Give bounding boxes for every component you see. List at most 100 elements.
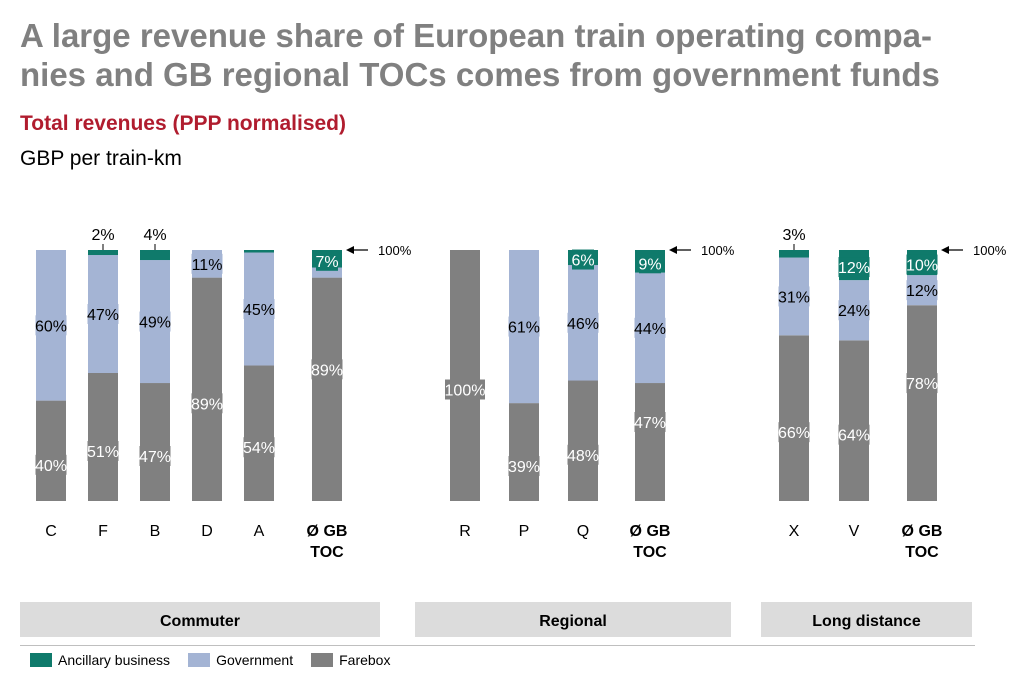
bar-1-1-farebox xyxy=(509,403,539,501)
bar-1-3-ancillary-label-bg xyxy=(639,253,661,274)
bar-0-2-government-label: 49% xyxy=(139,315,171,332)
legend-item-farebox: Farebox xyxy=(311,652,390,668)
bar-1-1-category: P xyxy=(519,523,530,540)
group-panel-1 xyxy=(415,602,731,637)
bar-1-3-government-label: 44% xyxy=(634,321,666,338)
bar-1-3-government-label-bg xyxy=(634,317,666,338)
bar-1-2-farebox-label-bg xyxy=(567,444,599,465)
bar-2-1-ancillary-label-bg xyxy=(838,257,870,278)
bar-1-0-farebox xyxy=(450,250,480,501)
bar-1-2-government-label: 46% xyxy=(567,316,599,333)
group-label-2: Long distance xyxy=(812,613,921,630)
group-label-1: Regional xyxy=(539,613,607,630)
bar-2-2-category-line2: TOC xyxy=(905,544,939,561)
bar-0-2-farebox-label-bg xyxy=(139,446,171,467)
bar-2-0-farebox xyxy=(779,335,809,501)
bar-2-2-farebox-label: 78% xyxy=(906,376,938,393)
bar-2-1-farebox xyxy=(839,340,869,501)
bar-0-4-ancillary xyxy=(244,250,274,253)
legend: Ancillary business Government Farebox xyxy=(30,652,408,668)
bar-1-2-category: Q xyxy=(577,523,589,540)
legend-label-government: Government xyxy=(216,652,294,668)
bar-2-2-farebox-label-bg xyxy=(906,373,938,394)
group-label-0: Commuter xyxy=(160,613,240,630)
bar-0-2-farebox xyxy=(140,383,170,501)
bar-1-3-category: Ø GB TOC xyxy=(630,523,671,561)
bar-2-2-category: Ø GB TOC xyxy=(902,523,943,561)
bar-0-0-farebox-label: 40% xyxy=(35,458,67,475)
bar-0-3-farebox-label-bg xyxy=(191,393,223,414)
bar-0-4-government-label: 45% xyxy=(243,302,275,319)
bar-0-0-farebox xyxy=(36,400,66,501)
bar-1-2-ancillary-label: 6% xyxy=(571,253,594,270)
bar-0-4-government-label-bg xyxy=(243,298,275,319)
bar-2-1-farebox-label-bg xyxy=(838,424,870,445)
bar-2-2-ancillary-label: 10% xyxy=(906,258,938,275)
group-panel-0 xyxy=(20,602,380,637)
bar-1-1-government-label: 61% xyxy=(508,320,540,337)
bar-0-4-farebox-label-bg xyxy=(243,437,275,458)
bar-2-1-ancillary-label: 12% xyxy=(838,260,870,277)
bar-0-5-category: Ø GB TOC xyxy=(307,523,348,561)
bar-2-0-farebox-label-bg xyxy=(778,422,810,443)
bar-1-3-farebox-label-bg xyxy=(634,412,666,433)
legend-swatch-government xyxy=(188,653,211,667)
legend-item-government: Government xyxy=(188,652,293,668)
bar-2-2-government-label: 12% xyxy=(906,283,938,300)
bar-0-2-farebox-label: 47% xyxy=(139,449,171,466)
bar-0-3-government-label-bg xyxy=(191,253,223,274)
bar-1-2-farebox-label: 48% xyxy=(567,448,599,465)
bar-2-2-farebox xyxy=(907,305,937,501)
bar-1-1-farebox-label-bg xyxy=(508,456,540,477)
bar-0-1-government-label-bg xyxy=(87,304,119,325)
bar-0-5-category-line1: Ø GB xyxy=(307,523,348,540)
bar-0-4-category: A xyxy=(254,523,265,540)
bar-1-3-farebox-label: 47% xyxy=(634,415,666,432)
bar-1-1-farebox-label: 39% xyxy=(508,459,540,476)
bar-0-0-government-label: 60% xyxy=(35,318,67,335)
ref-label-1: 100% xyxy=(701,243,735,258)
bar-0-4-farebox-label: 54% xyxy=(243,440,275,457)
bar-1-3-farebox xyxy=(635,383,665,501)
legend-swatch-farebox xyxy=(311,653,334,667)
ref-label-0: 100% xyxy=(378,243,412,258)
legend-label-ancillary: Ancillary business xyxy=(58,652,171,668)
bar-0-1-category: F xyxy=(98,523,108,540)
bar-0-5-farebox-label: 89% xyxy=(311,362,343,379)
bar-0-1-ancillary-label: 2% xyxy=(91,227,114,244)
bar-0-4-farebox xyxy=(244,365,274,501)
bar-0-3-category: D xyxy=(201,523,213,540)
bar-2-1-government-label: 24% xyxy=(838,303,870,320)
ref-arrow-head-1 xyxy=(669,246,677,254)
bar-1-2-farebox xyxy=(568,380,598,501)
bar-0-5-farebox-label-bg xyxy=(311,359,343,380)
bar-0-0-government-label-bg xyxy=(35,315,67,336)
bar-1-1-government-label-bg xyxy=(508,316,540,337)
bar-0-3-government-label: 11% xyxy=(192,257,223,274)
bar-1-2-ancillary-label-bg xyxy=(572,249,594,270)
bar-0-0-category: C xyxy=(45,523,57,540)
bar-2-0-ancillary-label: 3% xyxy=(782,227,805,244)
bar-2-2-category-line1: Ø GB xyxy=(902,523,943,540)
bar-1-3-ancillary-label: 9% xyxy=(638,256,661,273)
page-title: A large revenue share of European train … xyxy=(20,17,940,93)
bar-2-2-ancillary-label-bg xyxy=(906,254,938,275)
bar-1-0-farebox-label: 100% xyxy=(445,383,486,400)
chart-subtitle: Total revenues (PPP normalised) xyxy=(20,112,346,135)
bar-0-2-ancillary-label: 4% xyxy=(143,227,166,244)
bar-2-0-farebox-label: 66% xyxy=(778,425,810,442)
bar-0-1-farebox xyxy=(88,372,118,501)
bar-0-0-farebox-label-bg xyxy=(35,454,67,475)
legend-divider xyxy=(20,645,975,646)
group-panel-2 xyxy=(761,602,972,637)
bar-2-0-ancillary xyxy=(779,250,809,258)
bar-0-2-ancillary xyxy=(140,250,170,261)
bar-0-5-category-line2: TOC xyxy=(310,544,344,561)
bar-1-0-farebox-label-bg xyxy=(445,379,485,400)
bar-0-2-government-label-bg xyxy=(139,311,171,332)
legend-label-farebox: Farebox xyxy=(339,652,391,668)
bar-2-1-farebox-label: 64% xyxy=(838,428,870,445)
bar-2-0-government-label: 31% xyxy=(778,289,810,306)
ref-arrow-head-2 xyxy=(941,246,949,254)
bar-0-5-farebox xyxy=(312,277,342,501)
